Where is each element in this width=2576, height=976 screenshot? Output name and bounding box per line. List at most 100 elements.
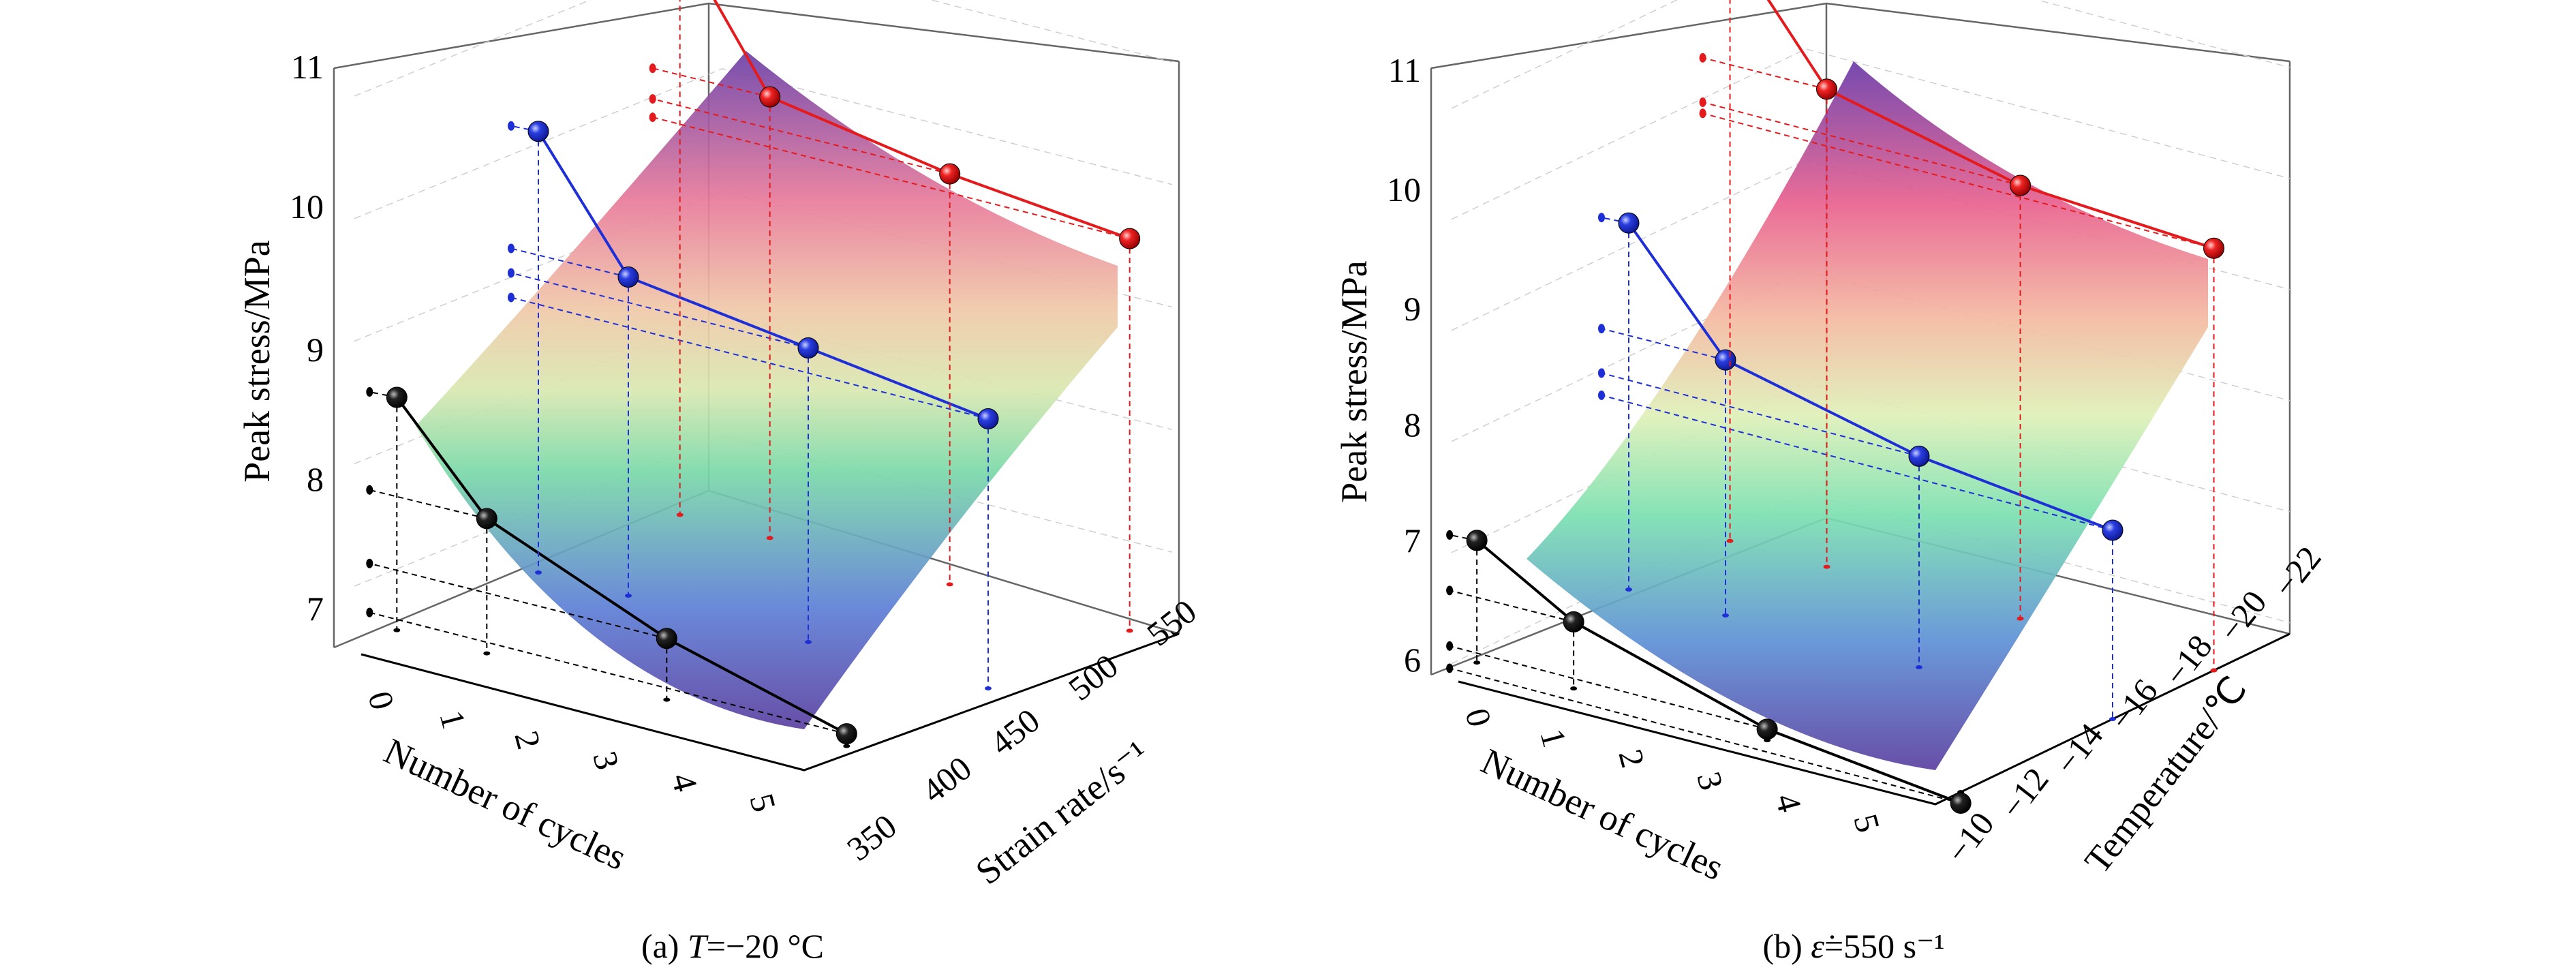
data-point [2203,237,2225,259]
z-gridline [1451,270,2290,442]
panel-b: 6 7 8 9 10 11 Peak stress/MPa 0 1 2 3 4 … [1334,0,2329,965]
wall-projection-line [1601,328,1726,361]
z-tick-label: 11 [1388,51,1421,89]
y-tick-label: −20 [2211,583,2274,649]
x-tick-label: 3 [585,747,627,774]
z-tick-label: 8 [307,460,324,498]
floor-marker [483,651,491,656]
z-tick-label: 7 [307,590,324,628]
wall-marker [366,558,373,568]
floor-marker [393,628,401,632]
floor-marker [766,536,773,540]
series-line [1475,539,1961,805]
panel-a-caption: (a) T=−20 °C [641,927,824,965]
panel-a-box [333,2,1180,772]
wall-marker [508,268,515,278]
floor-marker [843,744,850,748]
data-point [1618,212,1640,234]
z-tick-label: 11 [291,48,324,86]
x-tick-label: 3 [1689,767,1731,794]
data-point [386,386,408,408]
data-point [939,163,961,185]
x-axis-label: Number of cycles [1475,740,1730,888]
wall-marker [649,112,656,123]
z-axis-label: Peak stress/MPa [1334,260,1375,503]
wall-marker [1598,324,1605,334]
y-tick-label: 350 [840,806,904,868]
wall-marker [366,607,373,617]
z-gridline [1451,159,2290,331]
data-point [476,508,497,530]
wall-projection-line [1449,645,1768,730]
wall-marker [1699,52,1706,63]
x-tick-label: 4 [1768,789,1809,816]
wall-projection-line [510,247,629,278]
x-tick-label: 5 [742,789,784,816]
data-point [977,408,999,429]
panel-a: 7 8 9 10 11 Peak stress/MPa 0 1 2 3 4 5 … [236,0,1203,965]
data-point [1715,349,1736,371]
z-tick-label: 8 [1404,406,1421,444]
wall-marker [1598,368,1605,378]
wall-projection-line [369,562,667,639]
wall-marker [1446,641,1454,651]
data-point [2010,174,2031,196]
wall-marker [1598,390,1605,400]
panel-b-grid [1451,0,2290,665]
x-tick-label: 5 [1846,810,1888,836]
data-point [1756,718,1778,740]
panel-b-z-ticks: 6 7 8 9 10 11 [1387,51,1421,679]
floor-marker [1722,613,1729,617]
wall-marker [1699,97,1706,108]
panel-b-series [1446,0,2225,814]
data-point [1816,78,1838,100]
wall-marker [649,63,656,74]
floor-marker [676,513,684,517]
panel-a-series [366,0,1141,748]
x-tick-label: 1 [432,706,474,733]
y-tick-label: −18 [2157,628,2220,693]
z-tick-label: 7 [1404,521,1421,560]
data-point [656,628,677,650]
x-axis-label: Number of cycles [378,730,632,878]
wall-projection-line [1601,394,2113,531]
wall-projection-line [1449,667,1961,804]
x-tick-label: 0 [1458,704,1499,731]
y-tick-label: −22 [2266,539,2329,605]
floor-marker [946,582,953,587]
wall-marker [366,387,373,397]
floor-marker [2210,668,2218,673]
floor-marker [625,594,632,598]
data-point [1563,611,1584,632]
wall-projection-line [1601,372,1920,457]
series-line [713,0,1131,240]
wall-marker [1598,213,1605,223]
panel-b-caption: (b) ε̇=550 s⁻¹ [1762,927,1944,965]
z-tick-label: 9 [1404,290,1421,328]
data-point [1950,792,1972,814]
data-point [2102,519,2123,541]
floor-marker [1473,660,1481,665]
wall-projection-line [652,98,950,175]
data-point [617,266,639,288]
z-gridline [1451,492,2290,665]
wall-marker [1446,530,1454,540]
wall-projection-line [1449,590,1574,623]
wall-marker [366,485,373,495]
wall-marker [508,121,515,131]
z-axis-label: Peak stress/MPa [236,240,277,483]
wall-marker [1446,663,1454,673]
data-point [1466,530,1488,551]
y-tick-label: 500 [1061,646,1125,707]
x-tick-label: 2 [1611,745,1653,772]
z-gridline [1451,0,2290,109]
panel-a-z-ticks: 7 8 9 10 11 [290,48,324,628]
floor-marker [535,570,542,575]
wall-marker [1446,585,1454,596]
z-gridline [354,67,1173,219]
panel-b-surface [1527,61,2208,770]
floor-marker [1823,564,1830,569]
floor-marker [1916,665,1922,669]
x-tick-label: 0 [361,687,402,714]
